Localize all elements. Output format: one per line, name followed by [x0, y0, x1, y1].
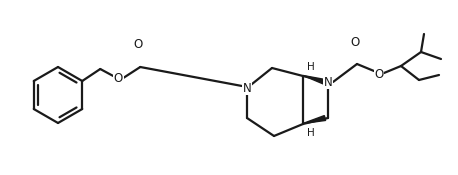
Polygon shape	[303, 76, 326, 84]
Text: N: N	[324, 75, 333, 89]
Text: O: O	[134, 38, 143, 51]
Text: N: N	[243, 82, 251, 95]
Text: H: H	[307, 128, 315, 138]
Text: H: H	[307, 62, 315, 72]
Polygon shape	[303, 116, 326, 124]
Text: O: O	[350, 36, 360, 48]
Text: N: N	[243, 82, 251, 95]
Text: O: O	[114, 72, 123, 86]
Text: O: O	[374, 68, 384, 80]
